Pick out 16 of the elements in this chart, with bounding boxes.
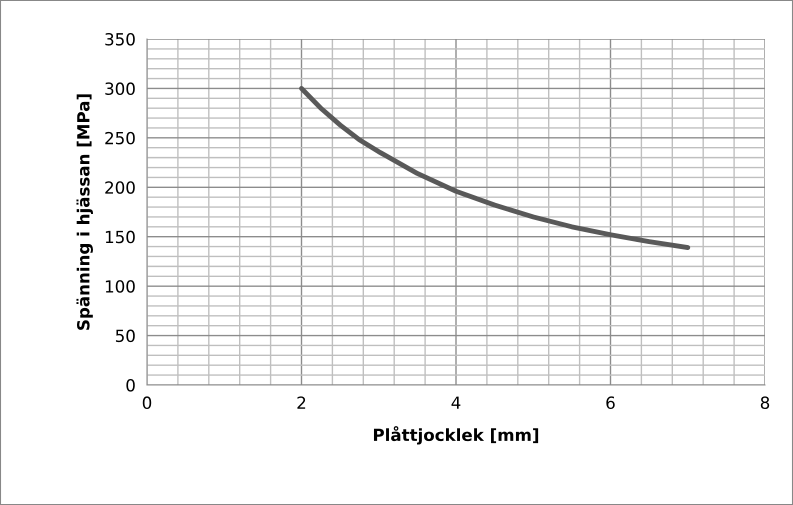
y-tick-label: 100: [106, 280, 135, 293]
x-tick-label: 8: [760, 396, 770, 410]
y-tick-label: 300: [105, 82, 135, 95]
y-tick-label: 0: [126, 378, 135, 392]
y-tick-label: 50: [116, 330, 135, 342]
x-tick-label: 0: [142, 396, 152, 410]
y-tick-label: 150: [106, 230, 135, 244]
x-axis-title: Plåttjocklek [mm]: [374, 426, 538, 445]
x-tick-label: 6: [606, 396, 615, 410]
line-series: [299, 86, 690, 250]
y-tick-label: 250: [105, 132, 135, 144]
y-tick-label: 200: [105, 181, 135, 194]
y-tick-label: 350: [105, 32, 135, 46]
y-axis-title: Spänning i hjässan [MPa]: [76, 94, 93, 330]
x-tick-label: 4: [452, 396, 460, 409]
x-tick-label: 2: [297, 396, 306, 409]
